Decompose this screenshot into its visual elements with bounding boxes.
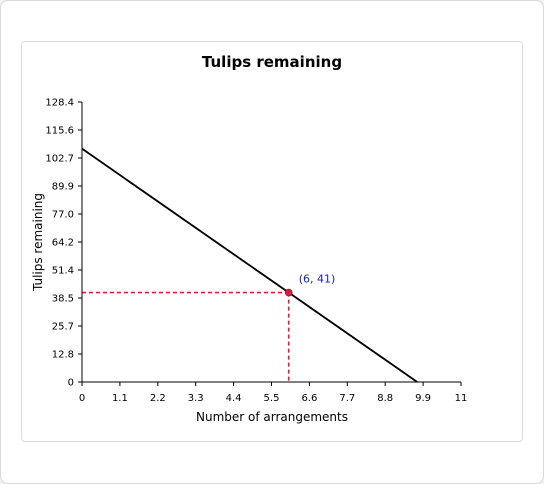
highlight-group: (6, 41) — [284, 273, 336, 297]
y-tick-label: 115.6 — [45, 126, 74, 137]
y-tick-label: 38.5 — [52, 294, 74, 305]
guide-lines — [82, 291, 290, 382]
y-tick-label: 51.4 — [52, 266, 74, 277]
x-tick-label: 0 — [79, 393, 85, 404]
x-tick-label: 9.9 — [415, 393, 431, 404]
y-tick-label: 25.7 — [52, 322, 74, 333]
x-tick-label: 1.1 — [112, 393, 128, 404]
y-tick-label: 64.2 — [52, 238, 74, 249]
x-axis-label: Number of arrangements — [196, 410, 348, 424]
x-tick-label: 8.8 — [377, 393, 393, 404]
y-tick-label: 89.9 — [52, 182, 74, 193]
y-tick-label: 77.0 — [52, 210, 74, 221]
x-tick-label: 5.5 — [264, 393, 280, 404]
x-tick-label: 11 — [455, 393, 468, 404]
y-tick-label: 128.4 — [45, 98, 74, 109]
series-line — [81, 147, 418, 383]
y-tick-label: 102.7 — [45, 154, 74, 165]
x-tick-label: 2.2 — [150, 393, 166, 404]
x-tick-label: 7.7 — [339, 393, 355, 404]
chart-card — [21, 41, 523, 442]
x-tick-label: 6.6 — [301, 393, 317, 404]
x-tick-label: 3.3 — [188, 393, 204, 404]
y-axis-label: Tulips remaining — [31, 193, 45, 292]
series-group — [81, 147, 418, 383]
x-axis-ticks: 0 1.1 2.2 3.3 4.4 5.5 6.6 7.7 8.8 9.9 11 — [79, 382, 468, 404]
x-tick-label: 4.4 — [226, 393, 242, 404]
y-axis-ticks: 0 12.8 25.7 38.5 51.4 64.2 77.0 89.9 102.7 115.6 1… — [45, 98, 82, 389]
highlight-point — [284, 288, 293, 297]
highlight-point-label: (6, 41) — [299, 273, 336, 286]
y-tick-label: 12.8 — [52, 350, 74, 361]
chart-title: Tulips remaining — [202, 53, 342, 71]
y-tick-label: 0 — [68, 378, 74, 389]
